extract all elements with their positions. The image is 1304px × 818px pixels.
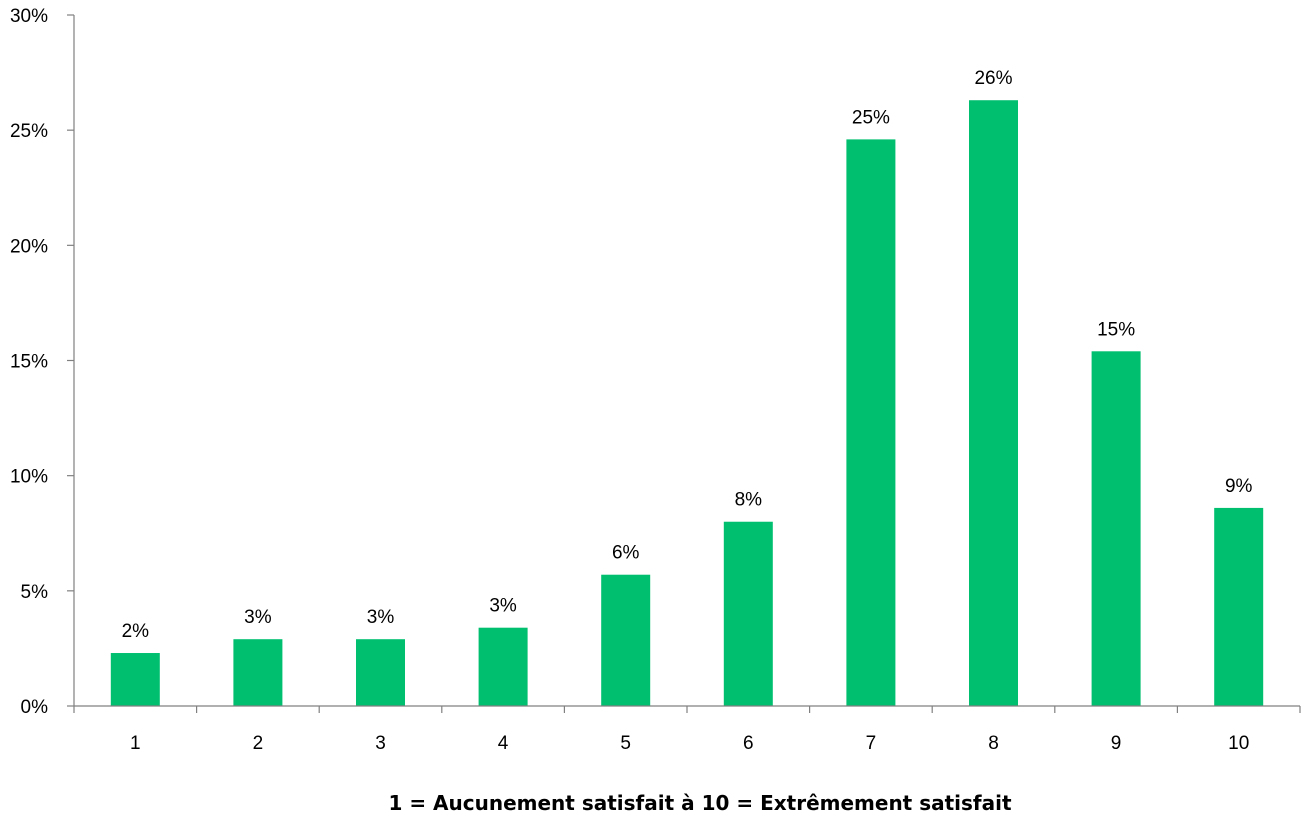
x-tick-label-7: 7 <box>866 733 877 754</box>
bar-5 <box>601 574 651 706</box>
x-tick-label-6: 6 <box>743 733 754 754</box>
y-tick-label: 20% <box>10 236 48 257</box>
data-label-8: 26% <box>974 68 1012 89</box>
x-tick-label-2: 2 <box>253 733 264 754</box>
data-label-7: 25% <box>852 107 890 128</box>
y-tick-label: 30% <box>10 6 48 27</box>
x-tick-label-8: 8 <box>988 733 999 754</box>
data-label-4: 3% <box>489 596 517 617</box>
y-tick-label: 15% <box>10 352 48 373</box>
bar-3 <box>356 639 405 706</box>
bar-8 <box>969 100 1018 707</box>
y-tick-label: 0% <box>21 697 49 718</box>
x-tick-label-10: 10 <box>1228 733 1249 754</box>
x-tick-label-1: 1 <box>130 733 141 754</box>
data-label-2: 3% <box>244 607 272 628</box>
bar-7 <box>846 139 896 706</box>
data-label-1: 2% <box>122 621 150 642</box>
bar-6 <box>723 521 773 706</box>
bar-4 <box>478 627 528 706</box>
data-labels-layer: 2% 3% 3% 3% 6% 8% 25% 26% 15% 9% <box>122 68 1253 642</box>
data-label-3: 3% <box>367 607 395 628</box>
x-axis-title: 1 = Aucunement satisfait à 10 = Extrêmem… <box>388 791 1012 815</box>
y-tick-label: 10% <box>10 467 48 488</box>
bar-2 <box>233 639 283 706</box>
bar-1 <box>110 653 160 706</box>
data-label-6: 8% <box>735 490 763 511</box>
data-label-10: 9% <box>1225 476 1253 497</box>
axes-layer: 0% 5% 10% 15% 20% 25% 30% 1 2 3 4 5 6 7 8 9 10 <box>10 6 1301 754</box>
data-label-9: 15% <box>1097 319 1135 340</box>
x-tick-label-9: 9 <box>1111 733 1122 754</box>
y-tick-label: 25% <box>10 121 48 142</box>
data-label-5: 6% <box>612 543 640 564</box>
bars-layer <box>110 100 1264 707</box>
bar-10 <box>1214 507 1264 706</box>
x-tick-label-3: 3 <box>375 733 386 754</box>
x-tick-label-4: 4 <box>498 733 509 754</box>
y-tick-label: 5% <box>21 582 49 603</box>
x-tick-label-5: 5 <box>620 733 631 754</box>
bar-9 <box>1091 351 1141 706</box>
